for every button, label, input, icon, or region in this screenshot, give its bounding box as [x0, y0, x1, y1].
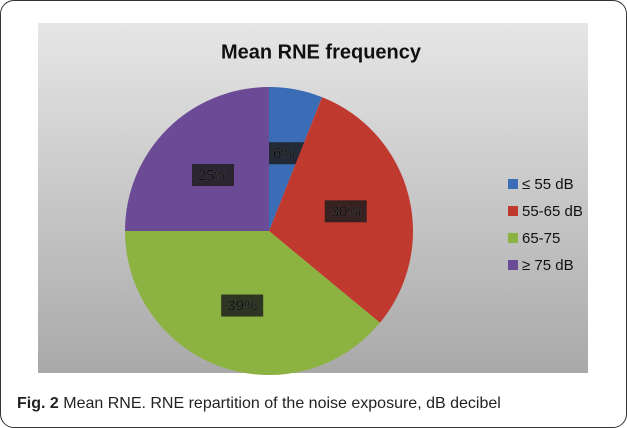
legend-label: ≤ 55 dB — [522, 176, 574, 193]
data-label: 25% — [198, 167, 228, 184]
pie-slice — [125, 87, 269, 231]
legend-swatch — [508, 260, 518, 270]
legend-swatch — [508, 233, 518, 243]
legend-swatch — [508, 179, 518, 189]
data-label: 30% — [331, 203, 361, 220]
legend-label: 65-75 — [522, 230, 560, 247]
legend-label: ≥ 75 dB — [522, 257, 574, 274]
data-label: 39% — [227, 297, 257, 314]
data-label-box — [221, 294, 264, 317]
data-label-box — [324, 200, 367, 223]
legend-swatch — [508, 206, 518, 216]
chart: Mean RNE frequency 6% 30% 39% 25% ≤ 55 dB 55-… — [38, 23, 588, 375]
chart-title: Mean RNE frequency — [221, 41, 422, 63]
caption-label: Fig. 2 — [17, 395, 59, 412]
data-label-box — [262, 142, 305, 165]
data-label: 6% — [273, 145, 295, 162]
data-label-box — [191, 163, 234, 186]
caption-text: Mean RNE. RNE repartition of the noise e… — [63, 395, 501, 412]
caption: Fig. 2 Mean RNE. RNE repartition of the … — [17, 395, 501, 413]
legend-label: 55-65 dB — [522, 203, 583, 220]
